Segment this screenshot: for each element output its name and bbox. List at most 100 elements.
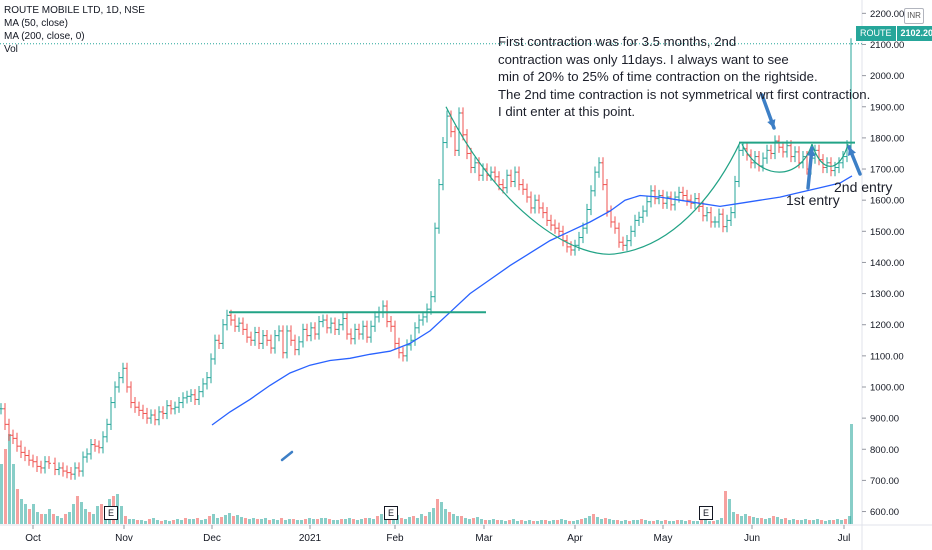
volume-bar [800,520,803,524]
volume-bar [28,509,31,524]
volume-bar [248,519,251,524]
volume-bar [656,520,659,524]
volume-bar [60,518,63,524]
first-entry-label[interactable]: 1st entry [786,192,840,208]
volume-bar [276,520,279,524]
volume-bar [124,516,127,524]
volume-bar [284,520,287,524]
time-tick-label: Oct [25,533,41,544]
volume-bar [628,521,631,524]
volume-bar [516,521,519,524]
volume-bar [344,519,347,524]
earnings-marker[interactable]: E [384,506,398,520]
volume-bar [476,517,479,524]
volume-bar [772,516,775,524]
price-tick-label: 1800.00 [870,133,904,144]
price-tick-label: 800.00 [870,445,899,456]
volume-bar [152,518,155,524]
volume-bar [264,518,267,524]
volume-bar [16,489,19,524]
volume-bar [444,509,447,524]
volume-bar [388,518,391,524]
volume-bar [668,521,671,524]
earnings-marker[interactable]: E [104,506,118,520]
price-tick-label: 900.00 [870,414,899,425]
volume-bar [688,520,691,524]
volume-bar [296,520,299,524]
volume-bar [496,520,499,524]
volume-bar [460,516,463,524]
price-tick-label: 600.00 [870,507,899,518]
volume-bar [428,512,431,524]
volume-bar [212,514,215,524]
volume-bar [568,521,571,524]
volume-bar [640,519,643,524]
time-tick-label: Mar [475,533,493,544]
volume-bar [280,518,283,524]
volume-bar [592,514,595,524]
price-tick-label: 1300.00 [870,289,904,300]
volume-bar [316,519,319,524]
volume-bar [824,521,827,524]
volume-bar [52,514,55,524]
volume-bar [732,512,735,524]
price-tick-label: 2000.00 [870,71,904,82]
volume-bar [552,520,555,524]
volume-bar [716,520,719,524]
volume-bar [312,519,315,524]
volume-bar [12,464,15,524]
volume-bar [708,521,711,524]
legend-vol[interactable]: Vol [4,44,18,55]
volume-bar [260,519,263,524]
volume-bar [120,506,123,524]
annotation-note[interactable]: First contraction was for 3.5 months, 2n… [498,34,871,119]
volume-bar [816,519,819,524]
price-tick-label: 700.00 [870,476,899,487]
volume-bar [756,518,759,524]
volume-bar [624,520,627,524]
volume-bar [340,519,343,524]
volume-bar [384,516,387,524]
volume-bar [432,508,435,524]
volume-bar [148,519,151,524]
volume-bar [204,519,207,524]
price-tick-label: 2200.00 [870,9,904,20]
volume-bar [136,520,139,524]
earnings-marker[interactable]: E [699,506,713,520]
currency-label[interactable]: INR [904,8,924,24]
legend-ma50[interactable]: MA (50, close) [4,18,68,29]
second-entry-label[interactable]: 2nd entry [834,179,893,195]
volume-bar [356,520,359,524]
volume-bar [484,520,487,524]
volume-bar [36,512,39,524]
volume-bar [744,514,747,524]
volume-bar [48,509,51,524]
volume-bar [588,516,591,524]
volume-bar [660,521,663,524]
volume-bar [452,514,455,524]
volume-bar [352,519,355,524]
volume-bar [308,518,311,524]
volume-bar [764,519,767,524]
volume-bar [8,434,11,524]
volume-bar [464,518,467,524]
price-tag-value: 2102.20 [896,26,932,41]
time-tick-label: May [654,533,673,544]
arrow-head [847,147,856,156]
volume-bar [556,520,559,524]
volume-bar [160,521,163,524]
volume-bar [368,518,371,524]
volume-bar [292,519,295,524]
legend-ma200[interactable]: MA (200, close, 0) [4,31,85,42]
volume-bar [504,521,507,524]
volume-bar [832,520,835,524]
legend-symbol[interactable]: ROUTE MOBILE LTD, 1D, NSE [4,5,145,16]
volume-bar [704,520,707,524]
volume-bar [612,520,615,524]
volume-bar [528,520,531,524]
volume-bar [796,520,799,524]
volume-bar [780,519,783,524]
volume-bar [324,518,327,524]
volume-bar [480,519,483,524]
